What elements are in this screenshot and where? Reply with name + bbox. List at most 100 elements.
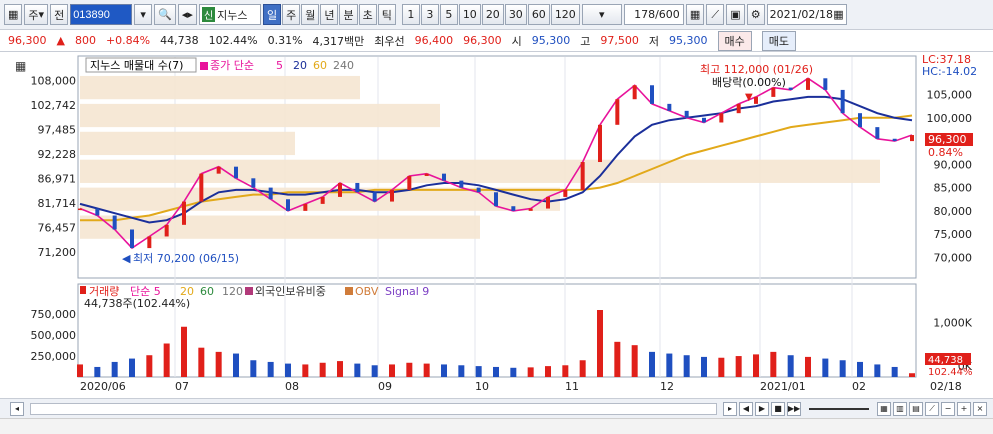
- bar-view-icon[interactable]: ▥: [893, 401, 907, 416]
- period-tab[interactable]: 분: [339, 4, 358, 25]
- volume-bar: [857, 361, 863, 377]
- sell-button[interactable]: 매도: [761, 30, 797, 51]
- interval-tab[interactable]: 20: [481, 4, 504, 25]
- panel-settings-icon[interactable]: ▦: [15, 59, 26, 73]
- right-price-tick: 85,000: [934, 182, 973, 195]
- candle: [632, 85, 637, 100]
- volume-bar: [354, 363, 361, 377]
- volume-bar: [198, 347, 205, 377]
- gear-icon[interactable]: ⚙: [746, 4, 765, 25]
- ma5-legend-swatch: [200, 62, 208, 70]
- candle: [806, 78, 810, 90]
- interval-tab[interactable]: 5: [439, 4, 458, 25]
- volume-bar: [614, 341, 621, 377]
- candle: [112, 215, 117, 230]
- left-price-tick: 71,200: [38, 246, 77, 259]
- candle: [476, 187, 481, 193]
- draw-icon[interactable]: ⟋: [706, 4, 725, 25]
- period-tab[interactable]: 월: [301, 4, 320, 25]
- line-view-icon[interactable]: ⟋: [925, 401, 939, 416]
- low-label: 저: [648, 34, 660, 48]
- candle: [910, 135, 914, 142]
- grid-icon[interactable]: ▦: [685, 4, 705, 25]
- interval-tab[interactable]: 120: [550, 4, 580, 25]
- volume-bar: [770, 351, 777, 377]
- low-price: 95,300: [669, 34, 708, 47]
- volume-bar: [735, 356, 742, 377]
- volume-bar: [718, 357, 725, 377]
- turnover: 0.31%: [267, 34, 303, 47]
- dividend-arrow-icon: ▼: [745, 92, 753, 103]
- search-icon[interactable]: 🔍: [154, 4, 176, 25]
- period-tab[interactable]: 년: [320, 4, 339, 25]
- candle: [511, 206, 516, 211]
- date-field[interactable]: 2021/02/18 ▦: [766, 4, 847, 25]
- interval-tab[interactable]: 1: [401, 4, 420, 25]
- data-count[interactable]: 178/600: [623, 4, 684, 25]
- save-icon[interactable]: ▣: [726, 4, 745, 25]
- volume-current-annotation: 44,738주(102.44%): [84, 297, 190, 310]
- chart-type-icon[interactable]: ▦: [4, 4, 23, 25]
- scroll-right-icon[interactable]: ▸: [723, 401, 737, 416]
- candle: [234, 166, 238, 179]
- scroll-left-icon[interactable]: ◂: [10, 401, 24, 416]
- candle-view-icon[interactable]: ▤: [909, 401, 923, 416]
- play-icon[interactable]: ▶: [755, 401, 769, 416]
- stock-code-input[interactable]: [70, 4, 133, 25]
- chart-area[interactable]: ▦ 지누스 매물대 수(7) 종가 단순 5 20 60 240 108,000…: [0, 52, 993, 396]
- volume-bar: [458, 365, 465, 377]
- close-icon[interactable]: ×: [973, 401, 987, 416]
- plus-icon[interactable]: +: [957, 401, 971, 416]
- ask-price: 96,400: [414, 34, 454, 47]
- sound-icon[interactable]: ◂▸: [177, 4, 197, 25]
- price-legend-title: 지누스 매물대 수(7): [90, 59, 183, 72]
- price-legend-box[interactable]: [85, 57, 197, 73]
- horizontal-scrollbar[interactable]: [30, 402, 717, 415]
- buy-button[interactable]: 매수: [717, 30, 752, 51]
- candle: [147, 236, 152, 249]
- volume-bar: [337, 361, 343, 377]
- volume-left-tick: 750,000: [31, 308, 77, 321]
- volume-bar: [839, 360, 846, 377]
- volume-bar: [267, 361, 274, 377]
- volume-bar: [163, 343, 170, 377]
- interval-custom-select[interactable]: ▾: [581, 4, 622, 25]
- volume-left-tick: 500,000: [31, 329, 77, 342]
- volume-bar: [909, 373, 915, 377]
- interval-tab[interactable]: 10: [458, 4, 481, 25]
- volume-ma60-legend: 60: [200, 285, 214, 298]
- minus-icon[interactable]: −: [941, 401, 955, 416]
- volume-bar: [701, 356, 707, 377]
- volume-ma20-legend: 20: [180, 285, 194, 298]
- period-tab[interactable]: 일: [262, 4, 282, 25]
- grid-view-icon[interactable]: ▦: [877, 401, 891, 416]
- candle: [407, 175, 412, 190]
- period-select[interactable]: 주 ▾: [24, 4, 49, 25]
- left-price-tick: 92,228: [38, 148, 77, 161]
- interval-tab[interactable]: 30: [504, 4, 527, 25]
- interval-tab[interactable]: 3: [420, 4, 439, 25]
- sin-badge: 신: [201, 7, 216, 22]
- foreign-legend: 외국인보유비중: [255, 285, 326, 298]
- last-icon[interactable]: ▶▶: [787, 401, 801, 416]
- stop-icon[interactable]: ■: [771, 401, 785, 416]
- volume-bar: [319, 362, 326, 377]
- candle: [251, 178, 256, 188]
- left-price-tick: 102,742: [31, 99, 77, 112]
- calendar-icon[interactable]: ▦: [833, 8, 844, 21]
- volume-bar: [683, 355, 690, 377]
- interval-tab[interactable]: 60: [527, 4, 550, 25]
- volume-bar: [527, 367, 534, 377]
- price-lines: [78, 77, 914, 250]
- period-tab[interactable]: 틱: [377, 4, 396, 25]
- right-price-axis: 105,000100,00095,00090,00085,00080,00075…: [927, 89, 973, 265]
- first-icon[interactable]: ◀: [739, 401, 753, 416]
- period-tab[interactable]: 초: [358, 4, 377, 25]
- zoom-slider[interactable]: [809, 407, 869, 410]
- right-price-tick: 70,000: [934, 251, 973, 264]
- code-dropdown-icon[interactable]: ▾: [134, 4, 153, 25]
- prev-button[interactable]: 전: [50, 4, 69, 25]
- ma20-line: [79, 95, 913, 224]
- period-tab[interactable]: 주: [282, 4, 301, 25]
